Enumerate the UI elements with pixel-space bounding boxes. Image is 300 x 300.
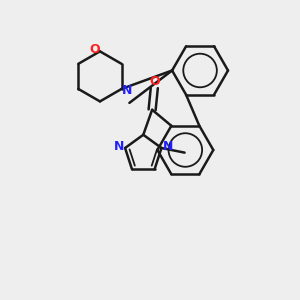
Text: O: O (89, 44, 100, 56)
Text: N: N (122, 84, 132, 97)
Text: N: N (113, 140, 124, 153)
Text: N: N (163, 140, 173, 153)
Text: O: O (149, 75, 160, 88)
